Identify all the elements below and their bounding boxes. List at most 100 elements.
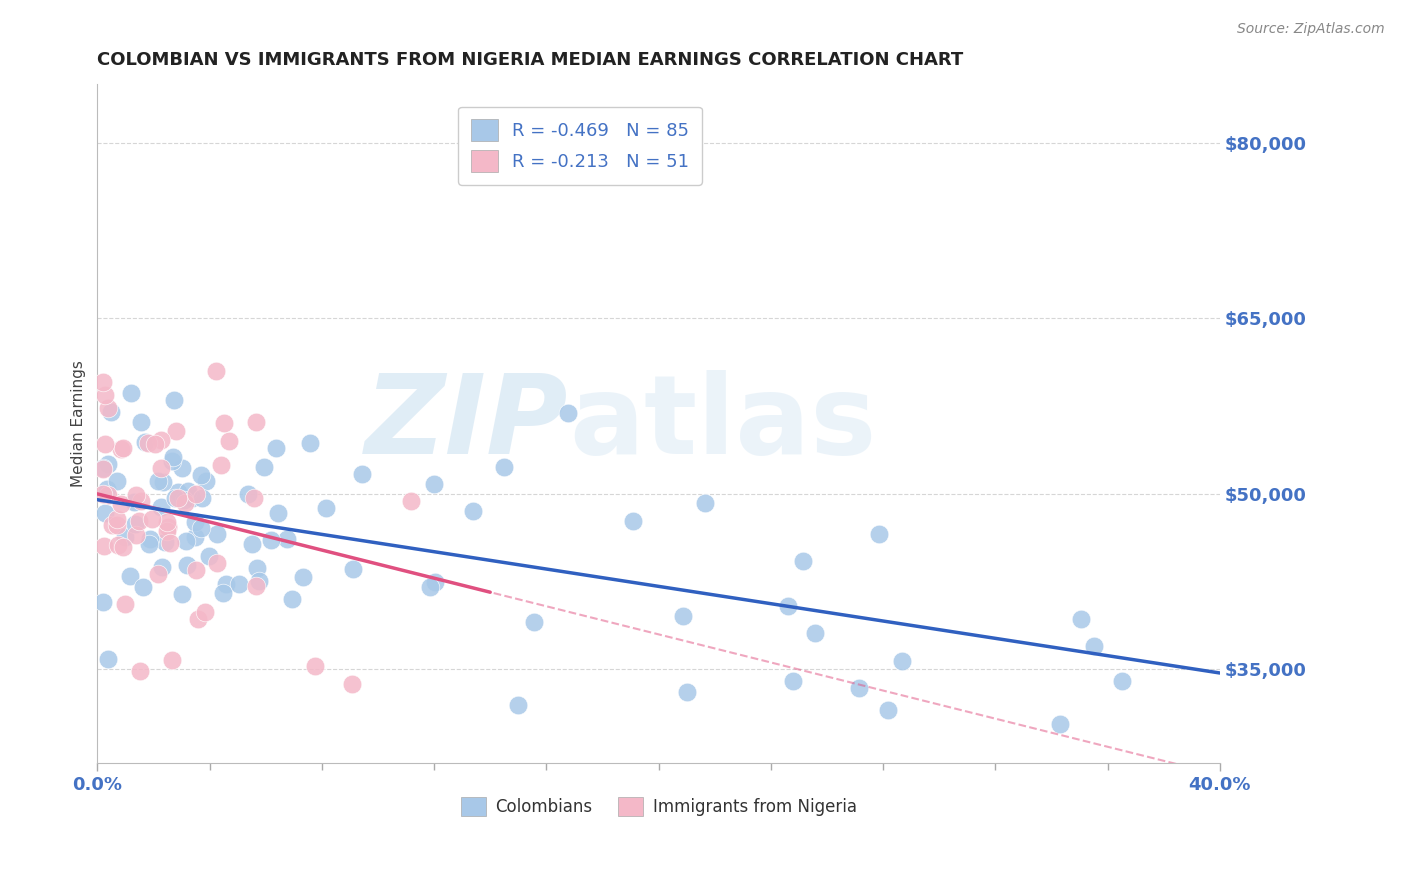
Point xyxy=(401,494,423,508)
Point xyxy=(105,518,128,533)
Point xyxy=(245,578,267,592)
Point xyxy=(129,665,152,679)
Point xyxy=(187,612,209,626)
Point xyxy=(124,517,146,532)
Legend: Colombians, Immigrants from Nigeria: Colombians, Immigrants from Nigeria xyxy=(454,790,863,822)
Point xyxy=(170,461,193,475)
Point xyxy=(150,560,173,574)
Text: atlas: atlas xyxy=(569,370,876,477)
Point xyxy=(156,516,179,530)
Point xyxy=(621,515,644,529)
Point xyxy=(91,460,114,475)
Point xyxy=(304,659,326,673)
Point xyxy=(183,515,205,529)
Point xyxy=(212,416,235,430)
Point xyxy=(136,436,159,450)
Text: Source: ZipAtlas.com: Source: ZipAtlas.com xyxy=(1237,22,1385,37)
Point xyxy=(281,591,304,606)
Point xyxy=(131,580,153,594)
Point xyxy=(159,535,181,549)
Point xyxy=(205,364,228,378)
Point xyxy=(190,468,212,483)
Point xyxy=(148,567,170,582)
Point xyxy=(97,401,120,415)
Point xyxy=(350,467,373,482)
Point xyxy=(184,530,207,544)
Point xyxy=(110,442,132,457)
Point xyxy=(157,520,180,534)
Point xyxy=(163,392,186,407)
Point xyxy=(114,597,136,611)
Point xyxy=(184,563,207,577)
Point xyxy=(228,576,250,591)
Point xyxy=(676,685,699,699)
Point xyxy=(190,521,212,535)
Point xyxy=(868,527,890,541)
Point xyxy=(125,528,148,542)
Point xyxy=(134,434,156,449)
Point xyxy=(246,560,269,574)
Point xyxy=(105,511,128,525)
Y-axis label: Median Earnings: Median Earnings xyxy=(72,360,86,487)
Point xyxy=(125,488,148,502)
Point xyxy=(149,434,172,448)
Point xyxy=(148,474,170,488)
Point xyxy=(190,491,212,506)
Text: COLOMBIAN VS IMMIGRANTS FROM NIGERIA MEDIAN EARNINGS CORRELATION CHART: COLOMBIAN VS IMMIGRANTS FROM NIGERIA MED… xyxy=(97,51,963,69)
Point xyxy=(96,483,118,497)
Point xyxy=(194,474,217,488)
Point xyxy=(340,677,363,691)
Point xyxy=(112,442,135,456)
Point xyxy=(215,577,238,591)
Point xyxy=(174,533,197,548)
Point xyxy=(165,424,187,438)
Point xyxy=(291,570,314,584)
Point xyxy=(107,538,129,552)
Point xyxy=(162,450,184,464)
Point xyxy=(242,537,264,551)
Point xyxy=(149,461,172,475)
Point xyxy=(423,477,446,491)
Point xyxy=(97,652,120,666)
Text: ZIP: ZIP xyxy=(366,370,569,477)
Point xyxy=(143,436,166,450)
Point xyxy=(253,460,276,475)
Point xyxy=(891,654,914,668)
Point xyxy=(506,698,529,712)
Point xyxy=(173,496,195,510)
Point xyxy=(101,518,124,533)
Point xyxy=(122,494,145,508)
Point xyxy=(260,533,283,548)
Point xyxy=(264,441,287,455)
Point xyxy=(184,486,207,500)
Point xyxy=(557,407,579,421)
Point xyxy=(91,462,114,476)
Point xyxy=(94,437,117,451)
Point xyxy=(94,506,117,520)
Point xyxy=(107,474,129,488)
Point xyxy=(129,494,152,508)
Point xyxy=(247,574,270,588)
Point xyxy=(267,506,290,520)
Point xyxy=(128,514,150,528)
Point xyxy=(181,491,204,506)
Point xyxy=(97,488,120,502)
Point xyxy=(494,460,516,475)
Point xyxy=(141,512,163,526)
Point xyxy=(342,562,364,576)
Point xyxy=(118,569,141,583)
Point xyxy=(461,504,484,518)
Point xyxy=(276,533,298,547)
Point xyxy=(792,553,814,567)
Point xyxy=(91,595,114,609)
Point xyxy=(212,585,235,599)
Point xyxy=(205,556,228,570)
Point xyxy=(160,453,183,467)
Point xyxy=(173,493,195,508)
Point xyxy=(170,587,193,601)
Point xyxy=(423,574,446,589)
Point xyxy=(139,532,162,546)
Point xyxy=(138,536,160,550)
Point xyxy=(110,497,132,511)
Point xyxy=(91,486,114,500)
